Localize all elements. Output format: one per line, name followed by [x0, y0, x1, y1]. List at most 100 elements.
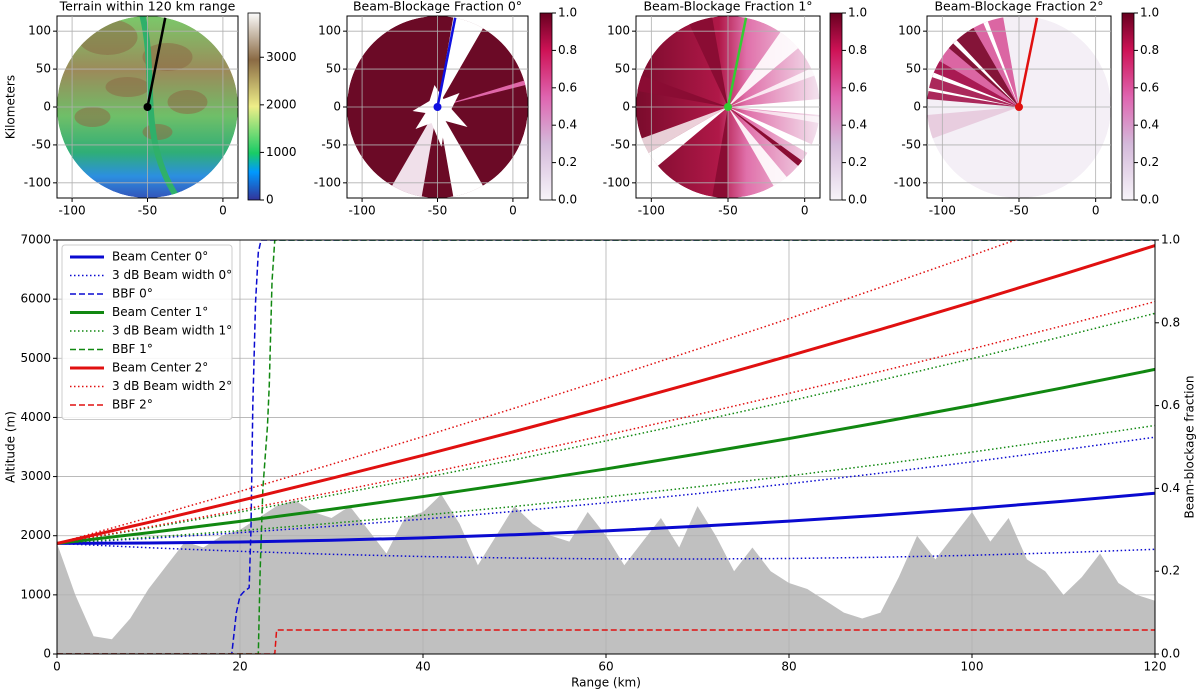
y-tick-label: -100 — [894, 175, 921, 189]
y2-tick-label: 0.6 — [1161, 398, 1180, 412]
legend-label: Beam Center 0° — [112, 250, 208, 264]
y-tick-label: 4000 — [20, 410, 51, 424]
x-tick-label: 40 — [415, 660, 430, 674]
x-tick-label: -100 — [929, 204, 956, 218]
y2-tick-label: 0.0 — [1161, 647, 1180, 661]
colorbar-tick-label: 0.2 — [1140, 155, 1159, 169]
x-tick-label: 0 — [53, 660, 61, 674]
y-tick-label: 0 — [333, 100, 341, 114]
y-tick-label: -50 — [901, 137, 921, 151]
radar-site — [143, 103, 152, 111]
visible-area — [412, 85, 468, 147]
colorbar-tick-label: 0.2 — [848, 155, 867, 169]
colorbar — [829, 12, 843, 201]
colorbar-tick-label: 0.4 — [848, 118, 867, 132]
y-axis-label: Kilometers — [4, 75, 18, 139]
y-tick-label: -50 — [31, 137, 51, 151]
colorbar-tick-label: 0.0 — [848, 193, 867, 207]
colorbar-tick-label: 0.4 — [1140, 118, 1159, 132]
x-tick-label: 20 — [232, 660, 247, 674]
x-tick-label: -100 — [348, 204, 375, 218]
y2-axis-label: Beam-blockage fraction — [1183, 376, 1197, 519]
y-tick-label: -100 — [314, 175, 341, 189]
colorbar-tick-label: 0.0 — [1140, 193, 1159, 207]
colorbar-tick-label: 0.0 — [558, 193, 577, 207]
terrain-peak — [77, 19, 138, 55]
y2-tick-label: 0.4 — [1161, 481, 1180, 495]
panel-title: Beam-Blockage Fraction 2° — [934, 0, 1103, 14]
x-tick-label: -50 — [428, 204, 448, 218]
colorbar — [1121, 12, 1135, 201]
series-line — [57, 240, 1155, 654]
y-tick-label: 100 — [318, 24, 341, 38]
y-tick-label: 100 — [898, 24, 921, 38]
blockage-wedge — [437, 107, 528, 198]
x-tick-label: 100 — [961, 660, 984, 674]
colorbar-tick-label: 3000 — [266, 50, 297, 64]
x-tick-label: 80 — [781, 660, 796, 674]
y-tick-label: 2000 — [20, 528, 51, 542]
colorbar-tick-label: 0.4 — [558, 118, 577, 132]
terrain-peak — [74, 107, 111, 127]
terrain-peak — [105, 77, 150, 97]
legend-label: 3 dB Beam width 0° — [112, 268, 232, 282]
legend-label: 3 dB Beam width 2° — [112, 379, 232, 393]
colorbar-tick-label: 2000 — [266, 97, 297, 111]
x-axis-label: Range (km) — [571, 676, 641, 690]
terrain-peak — [167, 90, 208, 114]
legend-label: BBF 0° — [112, 287, 153, 301]
panel-title: Beam-Blockage Fraction 1° — [643, 0, 812, 14]
legend-label: Beam Center 2° — [112, 361, 208, 375]
colorbar-tick-label: 0.6 — [1140, 80, 1159, 94]
y-tick-label: 0 — [622, 100, 630, 114]
y-tick-label: 100 — [607, 24, 630, 38]
colorbar-tick-label: 1.0 — [558, 6, 577, 20]
y2-tick-label: 1.0 — [1161, 233, 1180, 247]
x-tick-label: -50 — [718, 204, 738, 218]
y-tick-label: 0 — [913, 100, 921, 114]
colorbar-tick-label: 0 — [266, 193, 274, 207]
colorbar-tick-label: 0.8 — [1140, 43, 1159, 57]
terrain-peak — [142, 124, 173, 140]
legend-box — [61, 244, 233, 420]
y-tick-label: 0 — [43, 647, 51, 661]
series-line — [57, 367, 1155, 545]
colorbar — [539, 12, 553, 201]
panel-title: Beam-Blockage Fraction 0° — [353, 0, 522, 14]
y2-tick-label: 0.2 — [1161, 564, 1180, 578]
x-tick-label: 0 — [509, 204, 517, 218]
colorbar-tick-label: 0.2 — [558, 155, 577, 169]
y-tick-label: 7000 — [20, 233, 51, 247]
legend-label: Beam Center 1° — [112, 305, 208, 319]
x-tick-label: -100 — [638, 204, 665, 218]
x-tick-label: 0 — [219, 204, 227, 218]
colorbar-tick-label: 1.0 — [848, 6, 867, 20]
y-tick-label: -50 — [321, 137, 341, 151]
y-tick-label: 100 — [28, 24, 51, 38]
y-tick-label: 50 — [36, 62, 51, 76]
y-tick-label: 0 — [43, 100, 51, 114]
series-line — [57, 240, 1018, 545]
series-line — [57, 629, 1155, 654]
radar-ray — [1017, 16, 1039, 108]
colorbar-tick-label: 1000 — [266, 145, 297, 159]
radar-site — [433, 103, 442, 111]
radar-site — [1015, 103, 1023, 111]
colorbar-tick-label: 0.6 — [558, 80, 577, 94]
y-tick-label: 50 — [326, 62, 341, 76]
y-axis-label: Altitude (m) — [4, 411, 18, 483]
series-line — [57, 491, 1155, 545]
series-line — [57, 244, 1155, 545]
legend-label: BBF 1° — [112, 342, 153, 356]
series-line — [57, 542, 1155, 560]
y-tick-label: 50 — [615, 62, 630, 76]
y-tick-label: 6000 — [20, 292, 51, 306]
panel-title: Terrain within 120 km range — [59, 0, 236, 14]
legend-label: BBF 2° — [112, 398, 153, 412]
y-tick-label: 5000 — [20, 351, 51, 365]
colorbar-tick-label: 1.0 — [1140, 6, 1159, 20]
x-tick-label: 0 — [1092, 204, 1100, 218]
x-tick-label: -50 — [1009, 204, 1029, 218]
y-tick-label: 50 — [906, 62, 921, 76]
